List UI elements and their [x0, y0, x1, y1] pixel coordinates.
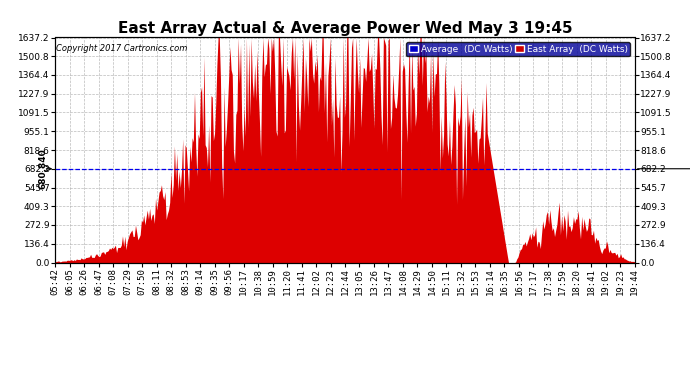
Legend: Average  (DC Watts), East Array  (DC Watts): Average (DC Watts), East Array (DC Watts… [406, 42, 630, 56]
Title: East Array Actual & Average Power Wed May 3 19:45: East Array Actual & Average Power Wed Ma… [118, 21, 572, 36]
Text: 680.840: 680.840 [39, 148, 48, 189]
Text: Copyright 2017 Cartronics.com: Copyright 2017 Cartronics.com [57, 44, 188, 53]
